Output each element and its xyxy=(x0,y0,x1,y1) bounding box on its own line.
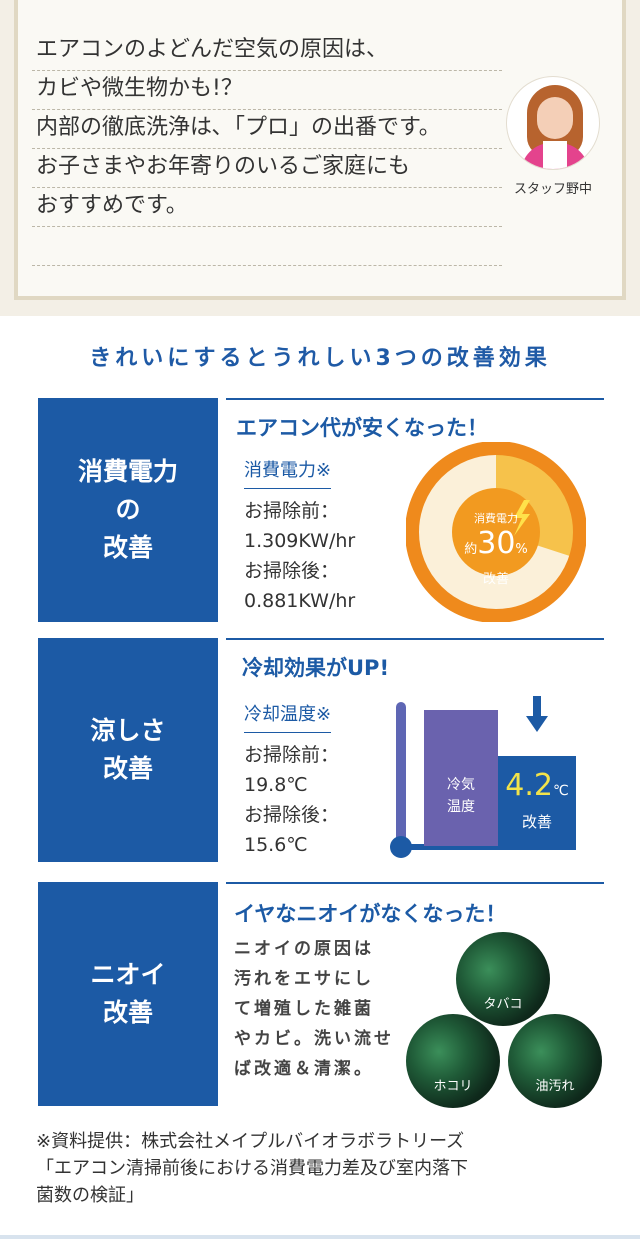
odor-line: て増殖した雑菌 xyxy=(234,999,374,1019)
effect-headline: エアコン代が安くなった！ xyxy=(236,416,488,440)
section-title: きれいにするとうれしい3つの改善効果 xyxy=(89,346,551,371)
germ-label: 油汚れ xyxy=(535,1079,575,1094)
germ-image-grease: 油汚れ xyxy=(508,1014,602,1108)
after-label: お掃除後： xyxy=(244,560,340,582)
germ-image-tobacco: タバコ xyxy=(456,932,550,1026)
effect-label-power: 消費電力 の 改善 xyxy=(38,398,218,622)
effect-label-line: の xyxy=(115,495,141,524)
after-value: 0.881KW/hr xyxy=(244,590,356,612)
donut-center xyxy=(452,488,540,576)
germ-image-dust: ホコリ xyxy=(406,1014,500,1108)
effect-subtitle: 冷却温度※ xyxy=(244,700,332,733)
staff-profile: スタッフ野中 xyxy=(502,76,604,197)
effect-label-line: 消費電力 xyxy=(77,457,178,486)
speech-text: エアコンのよどんだ空気の原因は、 カビや微生物かも!？ 内部の徹底洗浄は､「プロ… xyxy=(32,32,502,266)
odor-line: ば改適＆清潔。 xyxy=(234,1059,374,1079)
before-label: お掃除前： xyxy=(244,744,340,766)
staff-name: スタッフ野中 xyxy=(513,182,592,197)
staff-avatar xyxy=(506,76,600,170)
intro-panel: エアコンのよどんだ空気の原因は、 カビや微生物かも!？ 内部の徹底洗浄は､「プロ… xyxy=(0,0,640,316)
before-label: お掃除前： xyxy=(244,500,340,522)
donut-ring xyxy=(405,441,587,623)
improvement-label: 改善 xyxy=(521,813,552,831)
donut-number: 30 xyxy=(477,526,516,561)
germ-label: ホコリ xyxy=(433,1079,473,1094)
thermometer-tube xyxy=(396,702,406,848)
source-note-line: ※資料提供：株式会社メイプルバイオラボラトリーズ xyxy=(36,1131,465,1152)
source-note-line: 「エアコン清掃前後における消費電力差及び室内落下 xyxy=(36,1158,468,1179)
source-note-line: 菌数の検証」 xyxy=(36,1185,144,1206)
effect-headline: イヤなニオイがなくなった！ xyxy=(234,902,507,926)
effect-label-cooling: 涼しさ 改善 xyxy=(38,638,218,862)
effect-row-power: 消費電力 の 改善 エアコン代が安くなった！ 消費電力※ お掃除前： 1.309… xyxy=(38,398,604,623)
cool-air-bar: 冷気 温度 xyxy=(424,710,498,846)
cool-air-label-1: 冷気 xyxy=(447,777,475,793)
row-divider xyxy=(226,882,604,884)
donut-label-top: 消費電力 xyxy=(474,512,518,525)
before-value: 19.8℃ xyxy=(244,774,308,796)
donut-unit: % xyxy=(515,542,528,557)
germ-label: タバコ xyxy=(483,997,523,1012)
speech-line-5: おすすめです。 xyxy=(32,188,502,227)
donut-label: 消費電力 約30% 改善 xyxy=(446,510,546,587)
speech-line-4: お子さまやお年寄りのいるご家庭にも xyxy=(32,149,502,188)
donut-svg xyxy=(405,441,587,623)
improvement-bar: 4.2℃ 改善 xyxy=(498,756,576,846)
after-value: 15.6℃ xyxy=(244,834,308,856)
row-divider xyxy=(226,638,604,640)
effect-row-odor: ニオイ 改善 イヤなニオイがなくなった！ ニオイの原因は 汚れをエサにし て増殖… xyxy=(38,882,604,1108)
donut-prefix: 約 xyxy=(464,542,478,557)
speech-line-1: エアコンのよどんだ空気の原因は、 xyxy=(32,32,502,71)
effect-values: お掃除前： 19.8℃ お掃除後： 15.6℃ xyxy=(244,740,339,860)
improvement-number: 4.2 xyxy=(505,768,553,803)
row-divider xyxy=(226,398,604,400)
effect-label-line: 改善 xyxy=(102,754,153,783)
improvement-unit: ℃ xyxy=(552,783,569,799)
source-note: ※資料提供：株式会社メイプルバイオラボラトリーズ 「エアコン清掃前後における消費… xyxy=(36,1128,468,1209)
speech-line-3: 内部の徹底洗浄は､「プロ」の出番です。 xyxy=(32,110,502,149)
down-arrow-icon xyxy=(526,696,548,732)
effect-row-cooling: 涼しさ 改善 冷却効果がUP! 冷却温度※ お掃除前： 19.8℃ お掃除後： … xyxy=(38,638,604,862)
thermometer-bulb xyxy=(390,836,412,858)
speech-box: エアコンのよどんだ空気の原因は、 カビや微生物かも!？ 内部の徹底洗浄は､「プロ… xyxy=(14,0,626,300)
odor-line: ニオイの原因は xyxy=(234,939,374,959)
odor-line: やカビ。洗い流せ xyxy=(234,1029,394,1049)
before-value: 1.309KW/hr xyxy=(244,530,356,552)
effect-subtitle: 消費電力※ xyxy=(244,456,332,489)
cooling-thermometer-graphic: 冷気 温度 4.2℃ 改善 xyxy=(390,696,600,858)
odor-line: 汚れをエサにし xyxy=(234,969,374,989)
effect-values: お掃除前： 1.309KW/hr お掃除後： 0.881KW/hr xyxy=(244,496,355,616)
footer-divider xyxy=(0,1235,640,1239)
effect-label-line: ニオイ xyxy=(90,960,166,989)
effect-headline: 冷却効果がUP! xyxy=(242,656,390,680)
effect-label-line: 改善 xyxy=(102,998,153,1027)
speech-line-2: カビや微生物かも!？ xyxy=(32,71,502,110)
speech-line-blank xyxy=(32,227,502,266)
effect-label-line: 改善 xyxy=(102,533,153,562)
effect-label-odor: ニオイ 改善 xyxy=(38,882,218,1106)
odor-description: ニオイの原因は 汚れをエサにし て増殖した雑菌 やカビ。洗い流せ ば改適＆清潔。 xyxy=(234,934,394,1084)
power-donut-chart: 消費電力 約30% 改善 xyxy=(405,441,587,623)
cool-air-label-2: 温度 xyxy=(447,799,475,815)
thermometer-base xyxy=(406,844,576,850)
lightning-icon xyxy=(514,500,530,536)
donut-label-bottom: 改善 xyxy=(482,572,509,587)
improvement-value: 4.2℃ xyxy=(498,766,576,811)
after-label: お掃除後： xyxy=(244,804,340,826)
effect-label-line: 涼しさ xyxy=(90,716,166,745)
donut-value: 約30% xyxy=(446,526,546,568)
